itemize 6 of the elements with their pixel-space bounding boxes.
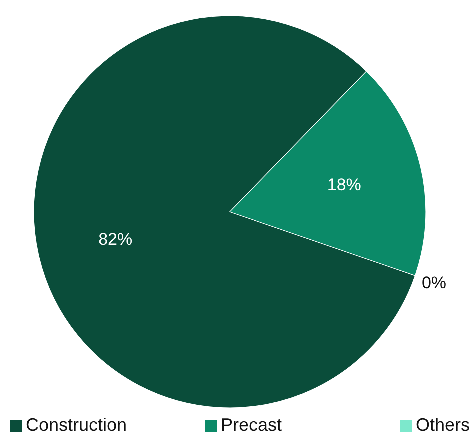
data-label: 82%	[98, 230, 133, 250]
slice-label: Construction	[26, 415, 128, 435]
legend-label: Others	[416, 415, 470, 435]
legend-label: Precast	[221, 415, 282, 435]
text: 0%	[422, 273, 447, 292]
data-label: 18%	[327, 176, 362, 195]
